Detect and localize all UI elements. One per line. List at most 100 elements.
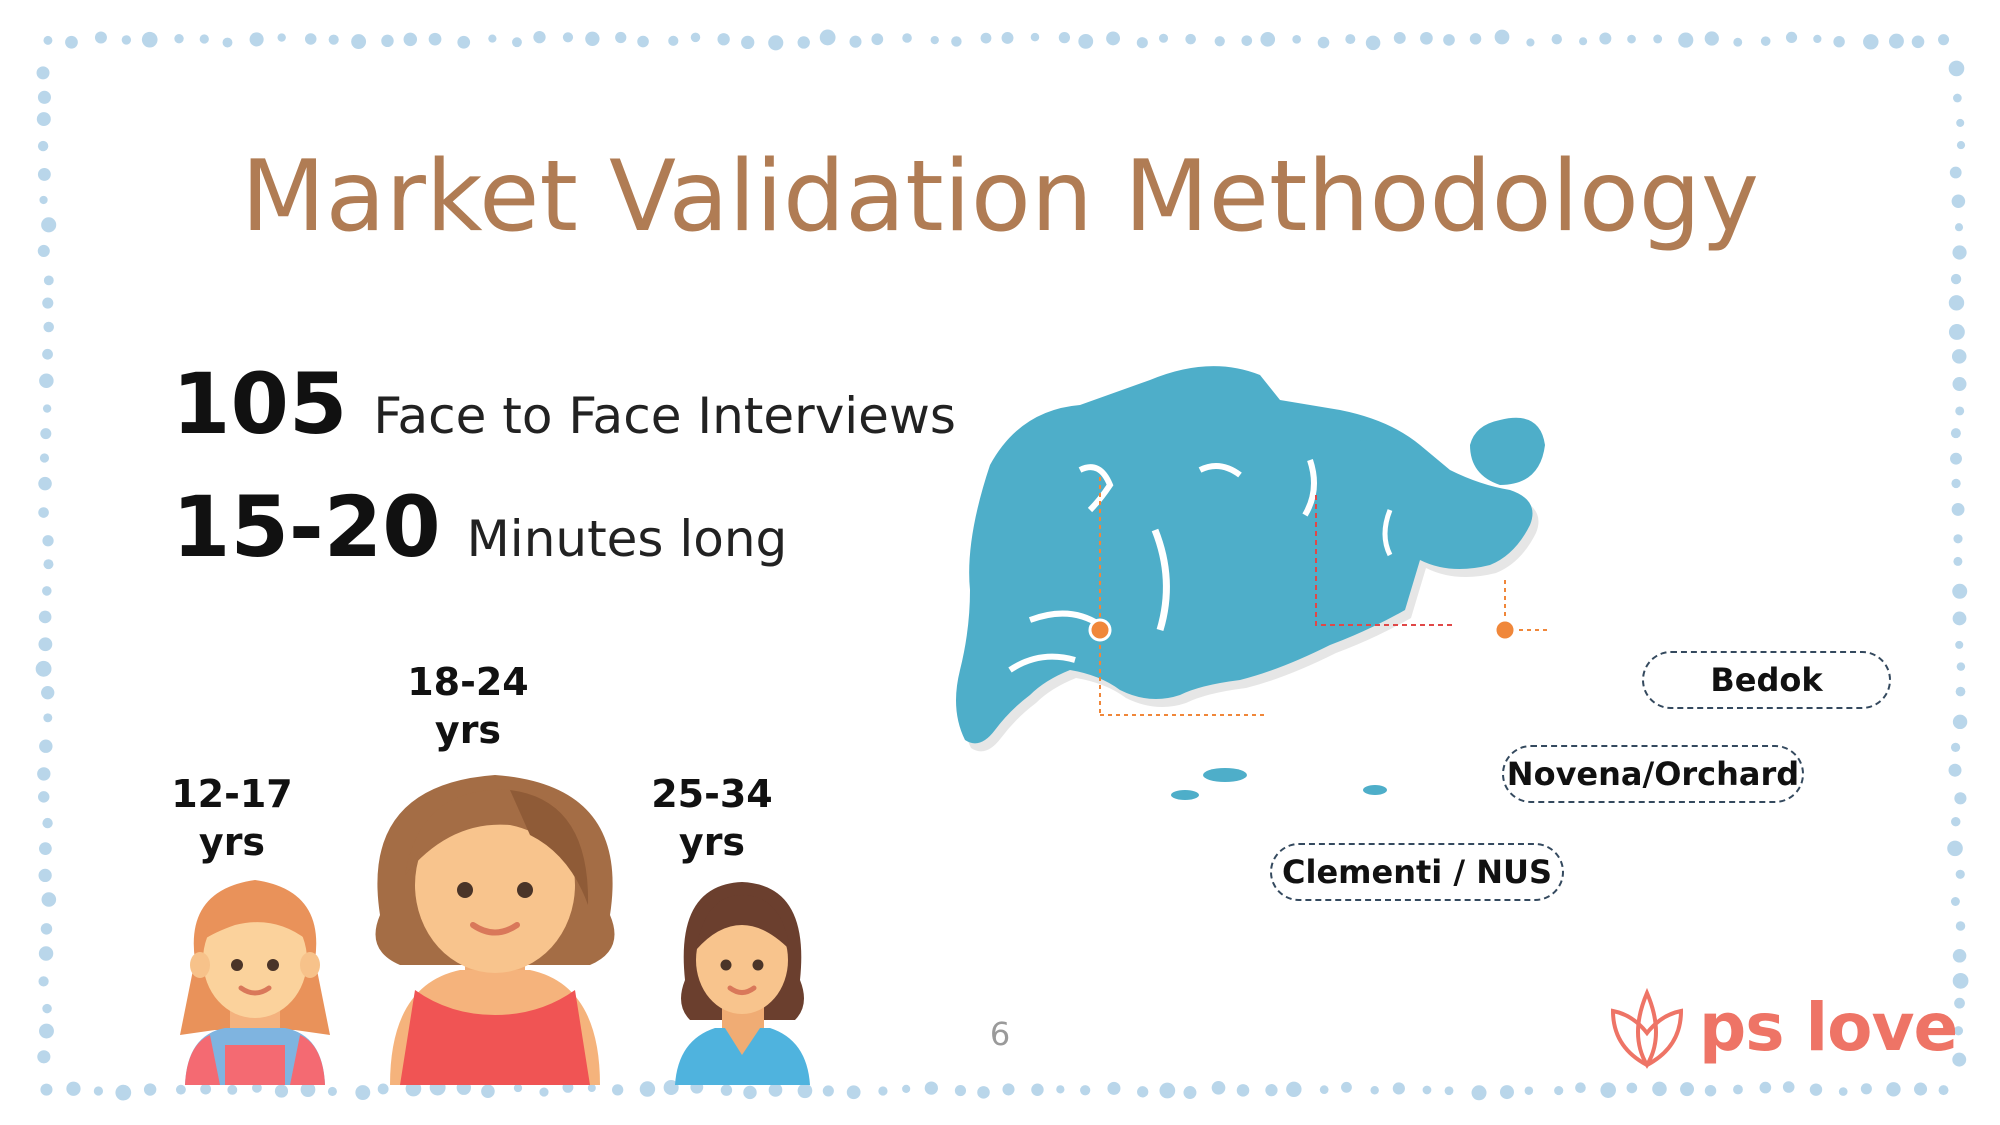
border-dot — [199, 34, 209, 44]
border-dot — [822, 1085, 834, 1097]
border-dot — [38, 976, 49, 987]
border-dot — [377, 1083, 389, 1095]
border-dot — [1551, 34, 1562, 45]
border-dot — [1951, 816, 1961, 827]
border-dot — [38, 868, 52, 883]
border-dot — [42, 1003, 52, 1014]
border-dot — [1948, 763, 1962, 777]
stat-interviews: 105 Face to Face Interviews — [172, 355, 956, 453]
border-dot — [1833, 36, 1845, 48]
age-unit: yrs — [198, 820, 266, 864]
border-dot — [1955, 406, 1965, 416]
border-dot — [43, 321, 54, 333]
border-dot — [274, 1084, 289, 1098]
border-dot — [768, 35, 784, 51]
border-dot — [1951, 478, 1961, 489]
border-dot — [36, 66, 50, 80]
border-dot — [65, 35, 78, 49]
border-dot — [513, 1083, 523, 1093]
border-dot — [1953, 556, 1963, 566]
border-dot — [1469, 33, 1482, 45]
border-dot — [1058, 32, 1071, 44]
age-range: 12-17 — [171, 772, 293, 816]
border-dot — [1956, 140, 1966, 150]
border-dot — [481, 1084, 495, 1099]
border-dot — [1422, 1085, 1432, 1095]
stat-value: 105 — [172, 355, 348, 453]
border-dot — [249, 32, 264, 47]
border-dot — [1420, 31, 1433, 45]
border-dot — [1214, 36, 1225, 47]
border-dot — [39, 1023, 54, 1039]
border-dot — [951, 36, 962, 47]
border-dot — [1704, 31, 1719, 46]
border-dot — [1782, 1081, 1795, 1093]
border-dot — [1600, 1082, 1616, 1098]
border-dot — [41, 892, 57, 907]
border-dot — [512, 37, 522, 48]
border-dot — [690, 32, 701, 43]
border-dot — [1652, 1081, 1667, 1097]
border-dot — [1950, 273, 1962, 285]
border-dot — [1813, 34, 1822, 44]
stat-duration: 15-20 Minutes long — [172, 478, 787, 576]
page-title: Market Validation Methodology — [241, 140, 1759, 254]
page-number: 6 — [989, 1015, 1011, 1053]
bedok-marker-icon — [1493, 618, 1517, 642]
border-dot — [1393, 32, 1406, 44]
stat-label: Face to Face Interviews — [373, 387, 956, 445]
border-dot — [1031, 1083, 1044, 1096]
border-dot — [587, 1083, 596, 1092]
border-dot — [1002, 1083, 1015, 1096]
border-dot — [1183, 1086, 1197, 1099]
border-dot — [457, 35, 471, 49]
border-dot — [39, 195, 48, 205]
age-unit: yrs — [678, 820, 746, 864]
logo-text: ps love — [1699, 988, 1958, 1066]
border-dot — [871, 33, 884, 46]
border-dot — [38, 946, 54, 961]
border-dot — [1785, 31, 1798, 43]
border-dot — [277, 33, 286, 42]
border-dot — [1952, 972, 1969, 989]
border-dot — [1599, 32, 1612, 45]
border-dot — [1365, 35, 1381, 51]
border-dot — [1001, 32, 1014, 44]
border-dot — [1236, 1084, 1250, 1097]
border-dot — [797, 1083, 813, 1099]
border-dot — [720, 1084, 733, 1096]
young-woman-avatar-icon — [675, 882, 810, 1085]
border-dot — [849, 35, 862, 48]
border-dot — [1286, 1081, 1302, 1097]
age-group-25-34: 25-34 yrs — [612, 770, 812, 866]
border-dot — [819, 29, 836, 46]
border-dot — [1954, 792, 1967, 805]
woman-avatar-icon — [375, 775, 615, 1085]
border-dot — [1106, 31, 1120, 46]
border-dot — [878, 1086, 888, 1096]
border-dot — [1938, 34, 1950, 46]
border-dot — [37, 244, 50, 257]
border-dot — [1950, 897, 1960, 906]
border-dot — [1888, 33, 1904, 49]
border-dot — [38, 637, 53, 652]
border-dot — [611, 1084, 624, 1096]
border-dot — [1938, 1085, 1949, 1096]
border-dot — [40, 923, 53, 935]
border-dot — [1627, 34, 1636, 44]
logo: ps love — [1605, 985, 1958, 1069]
location-label-clementi-nus: Clementi / NUS — [1270, 843, 1564, 901]
border-dot — [37, 140, 49, 152]
border-dot — [42, 535, 54, 547]
border-dot — [1526, 38, 1535, 47]
border-dot — [43, 713, 53, 723]
border-dot — [38, 507, 49, 518]
age-unit: yrs — [434, 708, 502, 752]
border-dot — [768, 1083, 783, 1097]
border-dot — [1949, 166, 1962, 179]
border-dot — [1914, 1082, 1928, 1096]
border-dot — [663, 1079, 679, 1095]
border-dot — [1956, 118, 1965, 127]
border-dot — [977, 1086, 990, 1099]
border-dot — [1626, 1082, 1638, 1094]
